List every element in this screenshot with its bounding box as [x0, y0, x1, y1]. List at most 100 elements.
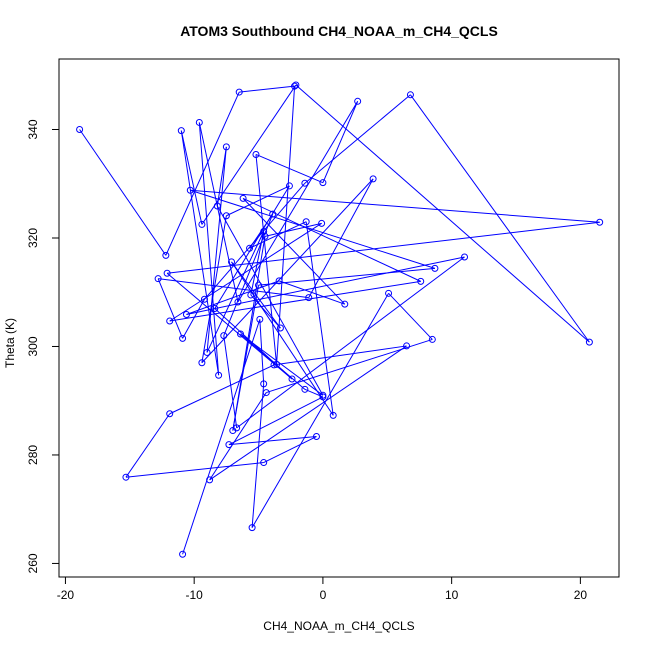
series-segment: [169, 280, 421, 322]
data-point: [154, 275, 162, 283]
series-segment: [242, 197, 421, 282]
data-point: [255, 281, 263, 289]
chart-title: ATOM3 Southbound CH4_NOAA_m_CH4_QCLS: [180, 23, 498, 39]
data-point: [318, 219, 326, 227]
data-point: [225, 441, 233, 449]
data-point: [247, 291, 255, 299]
series-segment: [295, 84, 590, 343]
series-segment: [237, 101, 359, 303]
series-segment: [209, 392, 267, 481]
series-segment: [182, 299, 205, 339]
series-segment: [250, 231, 265, 296]
data-point: [182, 310, 190, 318]
data-point: [260, 380, 268, 388]
data-point: [431, 264, 439, 272]
data-point: [428, 335, 436, 343]
x-tick-label: -20: [57, 588, 75, 602]
x-tick-label: 20: [574, 588, 588, 602]
data-point: [406, 91, 414, 99]
data-point: [215, 371, 223, 379]
data-point: [234, 298, 242, 306]
series-segment: [239, 85, 295, 93]
data-point: [195, 118, 203, 126]
series-segment: [273, 345, 407, 366]
x-tick-label: 10: [445, 588, 459, 602]
data-point: [270, 361, 278, 369]
data-point: [228, 258, 236, 266]
data-point: [198, 359, 206, 367]
data-point: [235, 88, 243, 96]
series-segment: [125, 413, 171, 478]
data-point: [186, 186, 194, 194]
plot-frame: [58, 58, 620, 578]
data-point: [179, 550, 187, 558]
data-point: [177, 127, 185, 135]
data-point: [292, 81, 300, 89]
series-segment: [180, 130, 220, 376]
data-point: [461, 253, 469, 261]
series-segment: [206, 146, 227, 353]
x-tick-label: -10: [186, 588, 204, 602]
series-segment: [198, 122, 220, 376]
y-tick-label: 340: [26, 119, 40, 139]
series-segment: [258, 267, 435, 286]
data-point: [220, 332, 228, 340]
data-point: [301, 385, 309, 393]
data-point: [275, 277, 283, 285]
data-point: [417, 277, 425, 285]
series-segment: [278, 280, 345, 305]
series-segment: [231, 261, 281, 329]
series-segment: [167, 221, 600, 274]
data-point: [262, 389, 270, 397]
data-point: [273, 360, 281, 368]
series-segment: [304, 94, 411, 184]
data-point: [166, 410, 174, 418]
series-segment: [264, 222, 322, 237]
series-segment: [190, 189, 600, 223]
series-segment: [216, 205, 324, 396]
data-point: [122, 473, 130, 481]
series-segment: [201, 178, 374, 364]
series-segment: [206, 231, 265, 353]
data-point: [200, 295, 208, 303]
y-axis: 260 280 300 320 340: [26, 119, 59, 573]
series-segment: [182, 319, 261, 555]
series-segment: [169, 222, 322, 322]
series-segment: [198, 122, 239, 303]
data-point: [403, 342, 411, 350]
data-point: [233, 424, 241, 432]
data-point: [239, 194, 247, 202]
x-axis-label: CH4_NOAA_m_CH4_QCLS: [263, 619, 414, 633]
y-axis-label: Theta (K): [3, 318, 17, 368]
series-segment: [250, 294, 281, 329]
data-point: [319, 179, 327, 187]
data-series: [76, 81, 604, 558]
series-segment: [410, 94, 590, 343]
data-point: [301, 179, 309, 187]
series-segment: [166, 272, 293, 380]
series-segment: [249, 221, 307, 249]
series-segment: [251, 383, 265, 528]
data-point: [162, 251, 170, 259]
series-segment: [125, 462, 264, 478]
data-point: [213, 202, 221, 210]
data-point: [252, 150, 260, 158]
series-segment: [216, 146, 227, 207]
data-point: [222, 143, 230, 151]
data-point: [302, 218, 310, 226]
data-point: [269, 210, 277, 218]
series-segment: [240, 333, 324, 396]
data-point: [385, 289, 393, 297]
data-point: [329, 411, 337, 419]
data-point: [261, 232, 269, 240]
data-point: [206, 476, 214, 484]
data-point: [163, 269, 171, 277]
y-tick-label: 280: [26, 445, 40, 465]
series-segment: [157, 278, 184, 339]
series-segment: [305, 221, 334, 416]
series-segment: [223, 335, 238, 428]
data-point: [312, 433, 320, 441]
data-point: [260, 227, 268, 235]
data-point: [288, 375, 296, 383]
